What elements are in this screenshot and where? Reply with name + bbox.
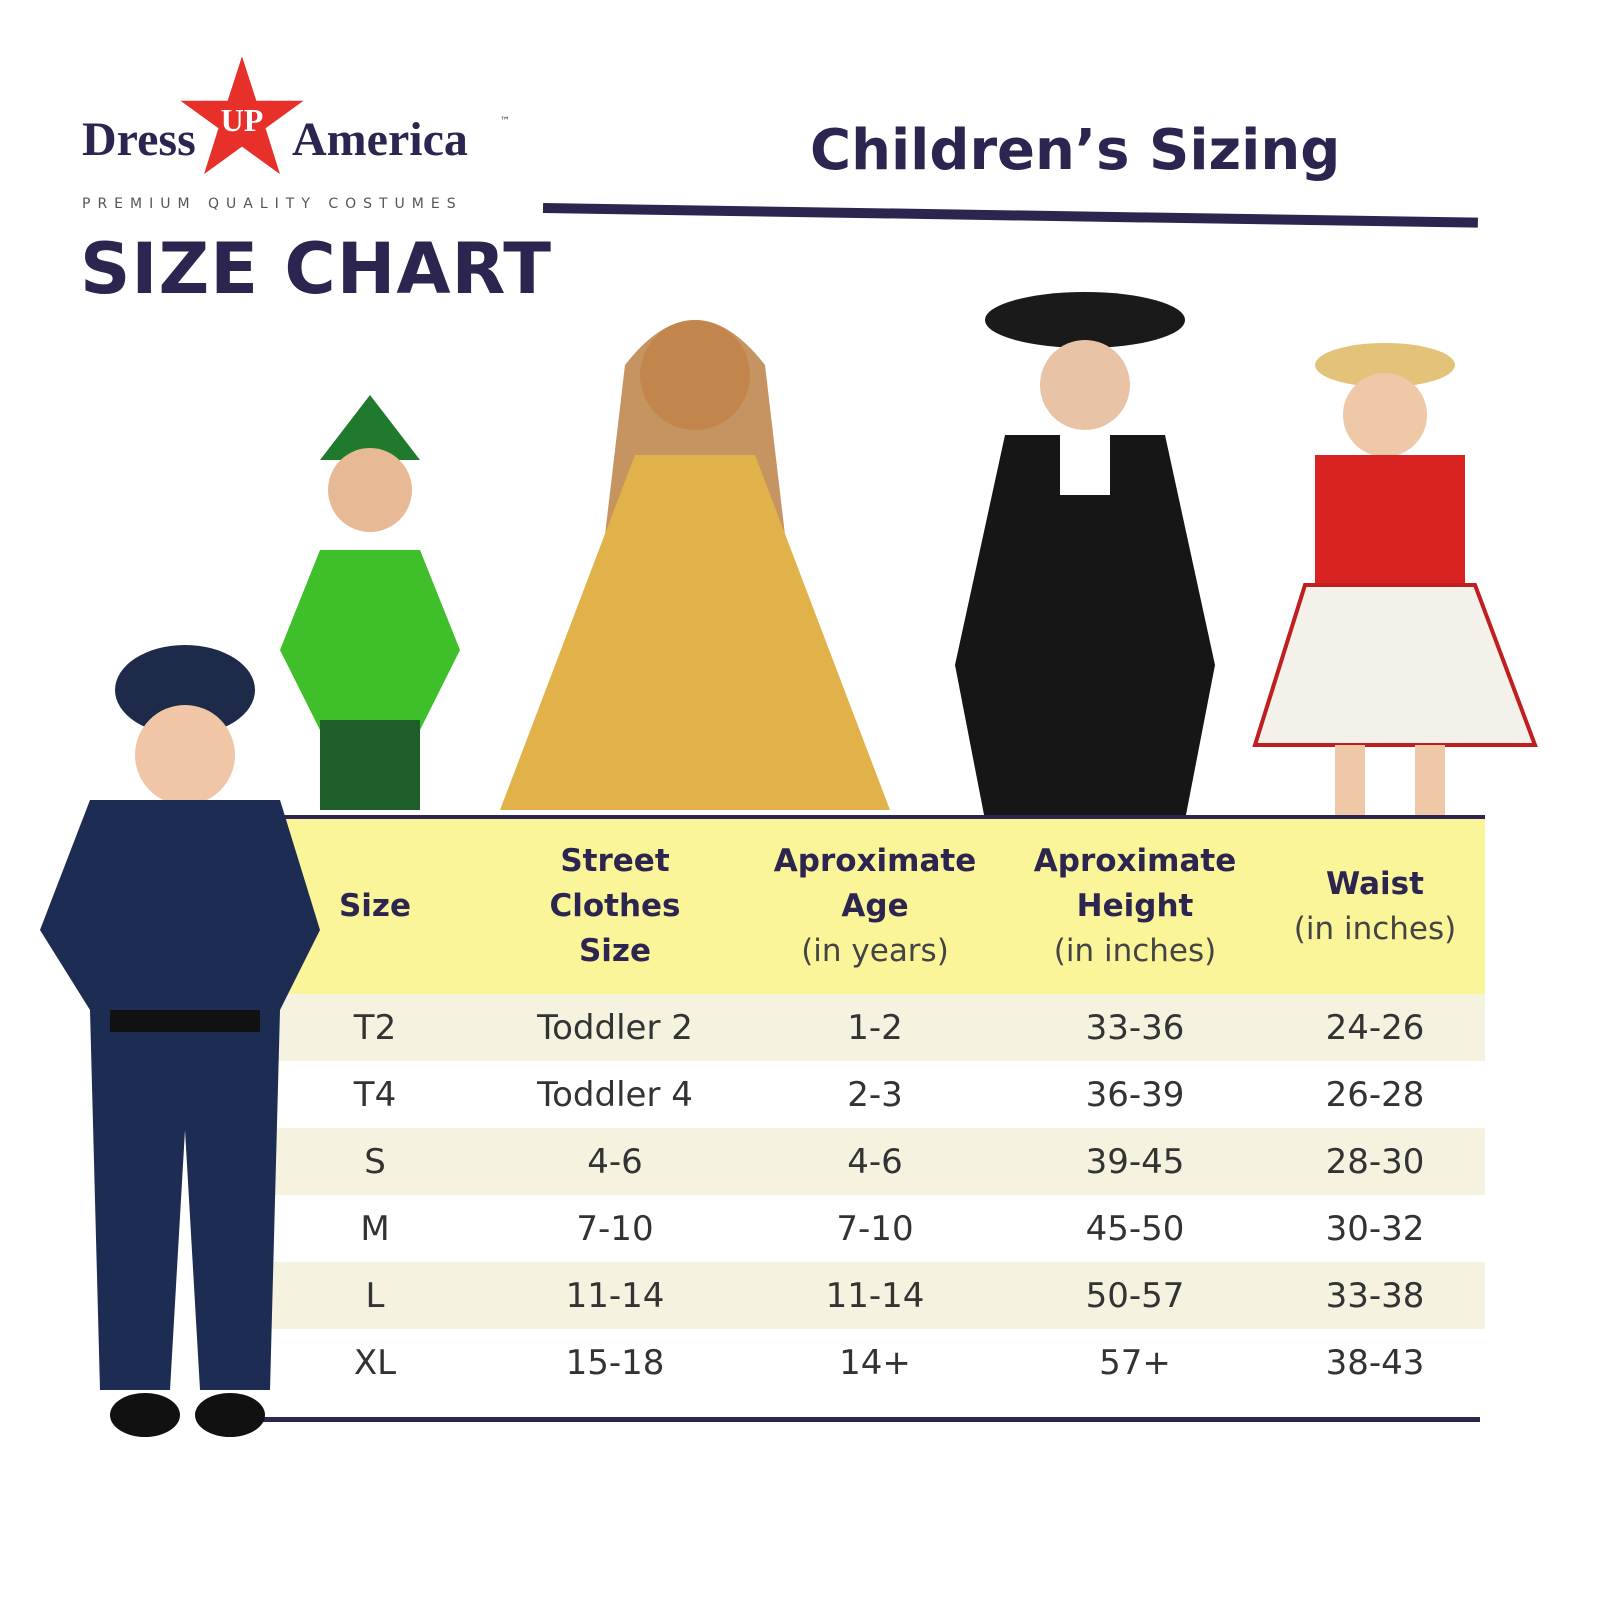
header-waist: Waist (in inches) xyxy=(1293,865,1457,947)
logo-word-dress: Dress xyxy=(82,113,196,166)
cell-age: 11-14 xyxy=(825,1275,925,1316)
cell-street-size: Toddler 4 xyxy=(537,1074,693,1115)
cell-size: M xyxy=(360,1208,390,1249)
peter-pan-costume-image xyxy=(280,395,460,810)
cell-waist: 33-38 xyxy=(1325,1275,1425,1316)
divider xyxy=(542,203,1478,228)
table-row: XL 15-18 14+ 57+ 38-43 xyxy=(265,1329,1485,1396)
cell-age: 7-10 xyxy=(836,1208,914,1249)
page-title: SIZE CHART xyxy=(80,228,553,310)
header-size: Size xyxy=(338,888,412,924)
cell-size: L xyxy=(365,1275,385,1316)
trademark: ™ xyxy=(500,116,510,127)
size-table: Size Street Clothes Size Aproximate Age(… xyxy=(265,815,1485,1396)
cell-waist: 26-28 xyxy=(1325,1074,1425,1115)
cell-height: 36-39 xyxy=(1085,1074,1185,1115)
cell-age: 1-2 xyxy=(847,1007,903,1048)
header-street-size: Street Clothes Size xyxy=(549,843,681,969)
cell-street-size: 4-6 xyxy=(587,1141,643,1182)
table-row: L 11-14 11-14 50-57 33-38 xyxy=(265,1262,1485,1329)
table-header: Size Street Clothes Size Aproximate Age(… xyxy=(265,815,1485,994)
cell-size: T4 xyxy=(353,1074,397,1115)
cell-waist: 24-26 xyxy=(1325,1007,1425,1048)
cell-waist: 28-30 xyxy=(1325,1141,1425,1182)
table-body: T2 Toddler 2 1-2 33-36 24-26 T4 Toddler 4 2-3 36… xyxy=(265,994,1485,1396)
logo-word-up: UP xyxy=(220,102,264,138)
cell-size: S xyxy=(364,1141,386,1182)
princess-costume-image xyxy=(500,320,890,810)
cell-height: 45-50 xyxy=(1085,1208,1185,1249)
cowgirl-costume-image xyxy=(1252,343,1538,820)
cell-street-size: 15-18 xyxy=(565,1342,665,1383)
divider xyxy=(235,1417,1480,1422)
cell-street-size: Toddler 2 xyxy=(537,1007,693,1048)
police-costume-image xyxy=(40,645,320,1437)
table-row: T4 Toddler 4 2-3 36-39 26-28 xyxy=(265,1061,1485,1128)
table-row: T2 Toddler 2 1-2 33-36 24-26 xyxy=(265,994,1485,1061)
cell-waist: 30-32 xyxy=(1325,1208,1425,1249)
table-row: S 4-6 4-6 39-45 28-30 xyxy=(265,1128,1485,1195)
tagline: PREMIUM QUALITY COSTUMES xyxy=(82,196,463,212)
header-age: Aproximate Age (in years) xyxy=(773,843,977,969)
section-title: Children’s Sizing xyxy=(810,118,1341,183)
header-height: Aproximate Height (in inches) xyxy=(1033,843,1237,969)
cell-height: 39-45 xyxy=(1085,1141,1185,1182)
cell-street-size: 7-10 xyxy=(576,1208,654,1249)
cell-size: T2 xyxy=(353,1007,397,1048)
cell-age: 4-6 xyxy=(847,1141,903,1182)
colonial-costume-image xyxy=(955,292,1215,820)
logo-word-america: America xyxy=(292,113,468,166)
cell-age: 14+ xyxy=(839,1342,911,1383)
cell-height: 50-57 xyxy=(1085,1275,1185,1316)
table-row: M 7-10 7-10 45-50 30-32 xyxy=(265,1195,1485,1262)
cell-height: 57+ xyxy=(1099,1342,1171,1383)
star-icon xyxy=(172,48,312,182)
cell-age: 2-3 xyxy=(847,1074,903,1115)
cell-street-size: 11-14 xyxy=(565,1275,665,1316)
cell-waist: 38-43 xyxy=(1325,1342,1425,1383)
cell-height: 33-36 xyxy=(1085,1007,1185,1048)
cell-size: XL xyxy=(353,1342,397,1383)
